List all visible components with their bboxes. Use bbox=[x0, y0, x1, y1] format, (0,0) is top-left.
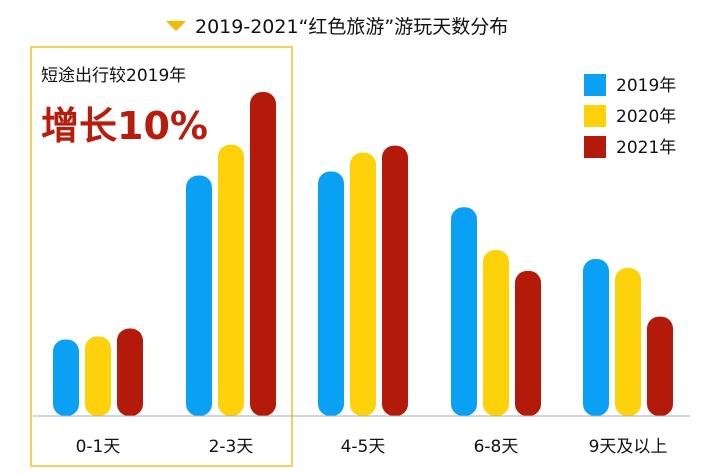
bar-2020年-2-3天 bbox=[218, 144, 244, 416]
legend-swatch bbox=[584, 136, 606, 158]
title-triangle-icon bbox=[166, 21, 186, 31]
x-tick-label: 2-3天 bbox=[209, 437, 254, 457]
bar-2021年-9天及以上 bbox=[647, 316, 673, 416]
bar-2021年-2-3天 bbox=[250, 91, 276, 416]
bar-2019年-4-5天 bbox=[318, 171, 344, 416]
chart-title-group: 2019-2021“红色旅游”游玩天数分布 bbox=[166, 16, 508, 38]
highlight-box bbox=[30, 46, 293, 467]
x-tick-labels: 0-1天 2-3天 4-5天 6-8天 9天及以上 bbox=[76, 437, 668, 457]
legend-swatch bbox=[584, 105, 606, 127]
x-tick-label: 6-8天 bbox=[474, 437, 519, 457]
bar-2020年-6-8天 bbox=[483, 250, 509, 416]
annotation-subtitle: 短途出行较2019年 bbox=[41, 66, 186, 86]
legend-swatch bbox=[584, 74, 606, 96]
x-tick-label: 0-1天 bbox=[76, 437, 121, 457]
bars-group bbox=[53, 91, 673, 416]
legend-label: 2020年 bbox=[616, 107, 676, 127]
bar-2020年-4-5天 bbox=[350, 152, 376, 416]
bar-2019年-6-8天 bbox=[451, 207, 477, 416]
bar-2021年-6-8天 bbox=[515, 270, 541, 416]
bar-2020年-9天及以上 bbox=[615, 267, 641, 416]
legend-label: 2019年 bbox=[616, 76, 676, 96]
x-tick-label: 4-5天 bbox=[341, 437, 386, 457]
bar-2020年-0-1天 bbox=[85, 336, 111, 416]
annotation-headline: 增长10% bbox=[41, 104, 208, 148]
bar-2021年-4-5天 bbox=[382, 145, 408, 416]
bar-2019年-9天及以上 bbox=[583, 258, 609, 416]
x-tick-label: 9天及以上 bbox=[589, 437, 668, 457]
chart-title: 2019-2021“红色旅游”游玩天数分布 bbox=[195, 16, 508, 38]
bar-2019年-0-1天 bbox=[53, 339, 79, 416]
bar-2021年-0-1天 bbox=[117, 328, 143, 416]
bar-2019年-2-3天 bbox=[186, 175, 212, 416]
legend-label: 2021年 bbox=[616, 138, 676, 158]
legend: 2019年 2020年 2021年 bbox=[584, 74, 676, 158]
